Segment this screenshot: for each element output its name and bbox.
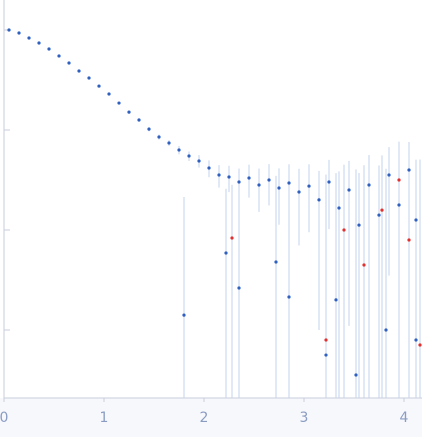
point [397, 203, 401, 207]
point [237, 286, 241, 290]
point [57, 54, 61, 58]
point [137, 118, 141, 122]
point [407, 238, 411, 242]
point [317, 198, 321, 202]
point [287, 295, 291, 299]
x-tick-label: 0 [0, 410, 8, 426]
point [354, 373, 358, 377]
point [380, 208, 384, 212]
point [324, 338, 328, 342]
point [7, 28, 11, 32]
point [187, 154, 191, 158]
footer-band [0, 398, 422, 437]
point [97, 84, 101, 88]
point [397, 178, 401, 182]
point [77, 69, 81, 73]
point [127, 110, 131, 114]
point [357, 223, 361, 227]
point [247, 176, 251, 180]
point [334, 298, 338, 302]
point [342, 228, 346, 232]
point [87, 76, 91, 80]
point [337, 206, 341, 210]
point [414, 338, 418, 342]
point [414, 218, 418, 222]
x-tick-label: 3 [300, 410, 309, 426]
point [230, 236, 234, 240]
point [107, 92, 111, 96]
point [147, 127, 151, 131]
point [287, 181, 291, 185]
point [227, 175, 231, 179]
point [47, 47, 51, 51]
point [224, 251, 228, 255]
point [167, 141, 171, 145]
point [157, 135, 161, 139]
point [267, 178, 271, 182]
point [297, 190, 301, 194]
x-tick-label: 2 [200, 410, 209, 426]
point [327, 180, 331, 184]
point [257, 183, 261, 187]
point [197, 159, 201, 163]
x-tick-label: 1 [100, 410, 109, 426]
point [384, 328, 388, 332]
point [387, 173, 391, 177]
point [37, 41, 41, 45]
point [377, 213, 381, 217]
x-tick-label: 4 [400, 410, 409, 426]
point [367, 183, 371, 187]
point [237, 180, 241, 184]
point [274, 260, 278, 264]
point [67, 61, 71, 65]
point [418, 343, 422, 347]
point [117, 101, 121, 105]
point [362, 263, 366, 267]
point [177, 148, 181, 152]
point [307, 184, 311, 188]
point [277, 186, 281, 190]
point [217, 173, 221, 177]
point [17, 31, 21, 35]
point [207, 166, 211, 170]
point [347, 188, 351, 192]
point [27, 36, 31, 40]
point [182, 313, 186, 317]
point [324, 353, 328, 357]
point [407, 168, 411, 172]
